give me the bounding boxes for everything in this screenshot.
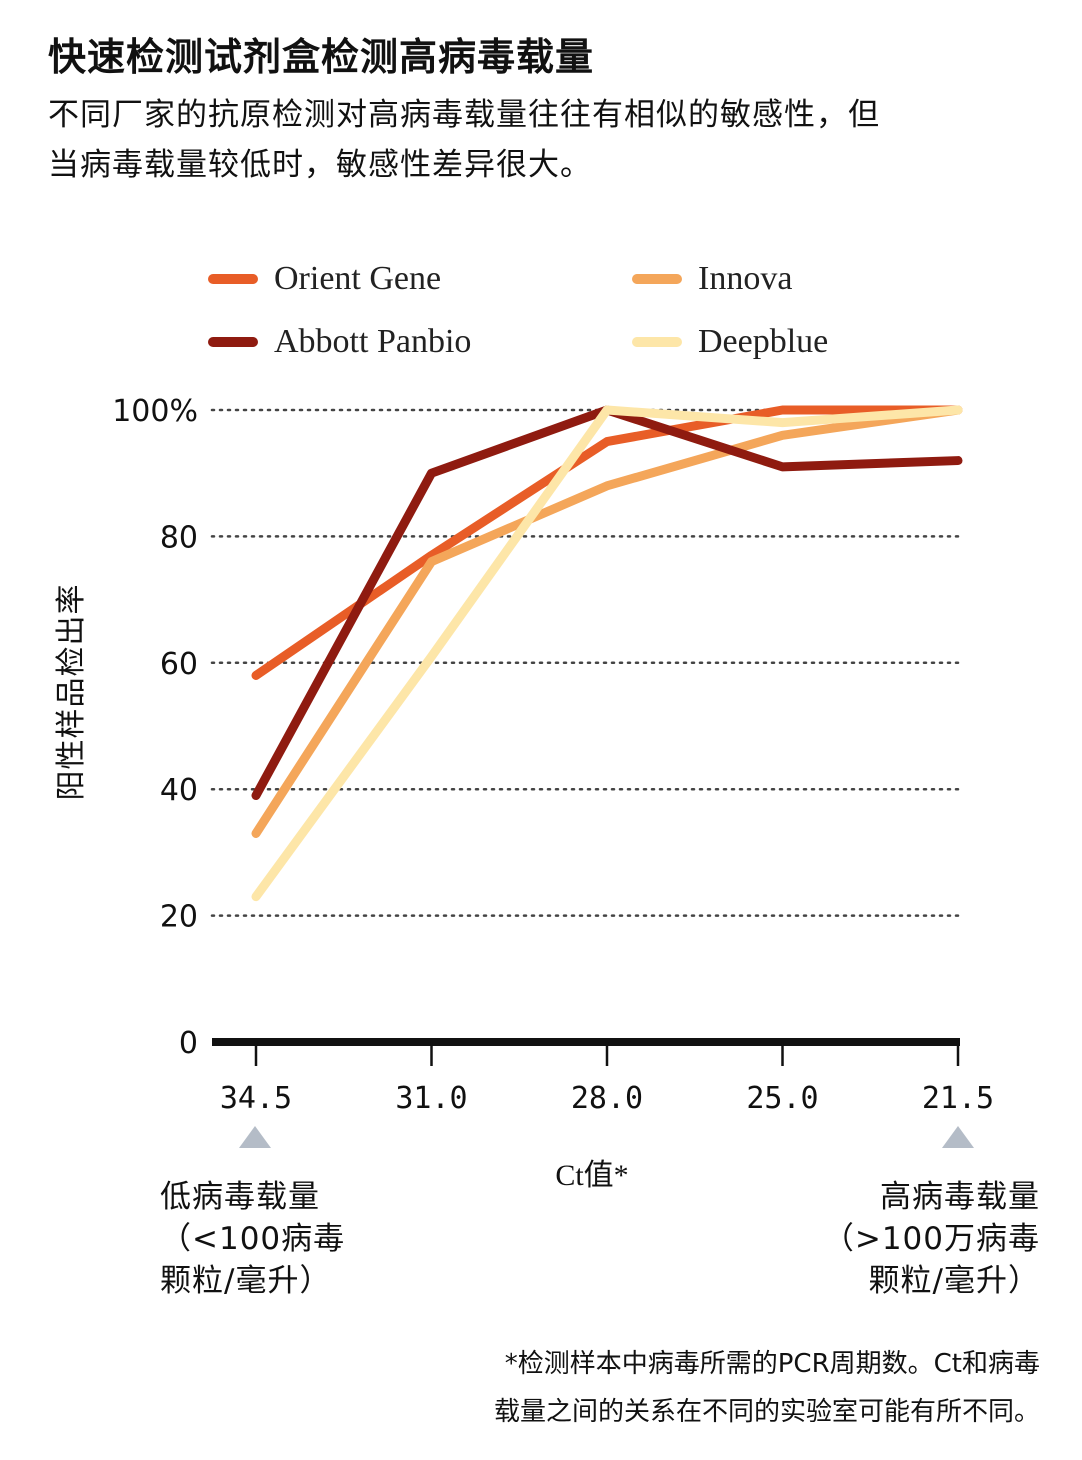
legend-swatch-abbott-panbio xyxy=(208,337,258,347)
annotation-line: 颗粒/毫升） xyxy=(868,1263,1040,1299)
footnote-line: 载量之间的关系在不同的实验室可能有所不同。 xyxy=(493,1397,1040,1427)
legend-swatch-deepblue xyxy=(632,337,682,347)
low-load-arrow-icon xyxy=(239,1126,271,1148)
series-line-abbott-panbio xyxy=(251,405,963,801)
high-viral-load-annotation: 高病毒载量 （>100万病毒 颗粒/毫升） xyxy=(823,1176,1040,1302)
y-tick-label: 60 xyxy=(160,647,198,682)
y-tick-label: 100% xyxy=(112,394,198,429)
y-tick-label: 40 xyxy=(160,773,198,808)
y-tick-label: 20 xyxy=(160,900,198,935)
annotation-line: （>100万病毒 xyxy=(822,1221,1040,1257)
x-tick-label: 21.5 xyxy=(922,1081,994,1116)
chart-title: 快速检测试剂盒检测高病毒载量 xyxy=(48,35,595,79)
legend-item-innova: Innova xyxy=(632,259,792,299)
annotation-line: 高病毒载量 xyxy=(880,1179,1040,1215)
high-load-arrow-icon xyxy=(942,1126,974,1148)
annotation-line: 颗粒/毫升） xyxy=(160,1263,332,1299)
y-axis-label: 阳性样品检出率 xyxy=(54,583,89,801)
x-axis-label: Ct值* xyxy=(555,1159,629,1192)
annotation-line: 低病毒载量 xyxy=(160,1179,320,1215)
x-tick-label: 28.0 xyxy=(571,1081,643,1116)
legend-label-deepblue: Deepblue xyxy=(698,323,829,360)
legend-label-orient-gene: Orient Gene xyxy=(274,260,442,297)
y-tick-label: 80 xyxy=(160,520,198,555)
footnote-line: *检测样本中病毒所需的PCR周期数。Ct和病毒 xyxy=(504,1349,1040,1379)
legend-item-orient-gene: Orient Gene xyxy=(208,259,441,299)
series-line-deepblue xyxy=(251,405,963,902)
legend-swatch-innova xyxy=(632,274,682,284)
legend-label-innova: Innova xyxy=(698,260,793,297)
series-line-orient-gene xyxy=(251,405,963,680)
annotation-line: （<100病毒 xyxy=(160,1221,346,1257)
x-tick-label: 31.0 xyxy=(395,1081,467,1116)
legend-item-abbott-panbio: Abbott Panbio xyxy=(208,322,471,362)
low-viral-load-annotation: 低病毒载量 （<100病毒 颗粒/毫升） xyxy=(160,1176,345,1302)
legend-label-abbott-panbio: Abbott Panbio xyxy=(274,323,472,360)
series-line-innova xyxy=(251,405,963,838)
footnote: *检测样本中病毒所需的PCR周期数。Ct和病毒 载量之间的关系在不同的实验室可能… xyxy=(320,1340,1040,1436)
x-tick-label: 25.0 xyxy=(746,1081,818,1116)
x-tick-label: 34.5 xyxy=(220,1081,292,1116)
y-tick-label: 0 xyxy=(179,1026,198,1061)
legend-item-deepblue: Deepblue xyxy=(632,322,828,362)
legend-swatch-orient-gene xyxy=(208,274,258,284)
chart-subtitle: 不同厂家的抗原检测对高病毒载量往往有相似的敏感性，但当病毒载量较低时，敏感性差异… xyxy=(48,97,880,183)
